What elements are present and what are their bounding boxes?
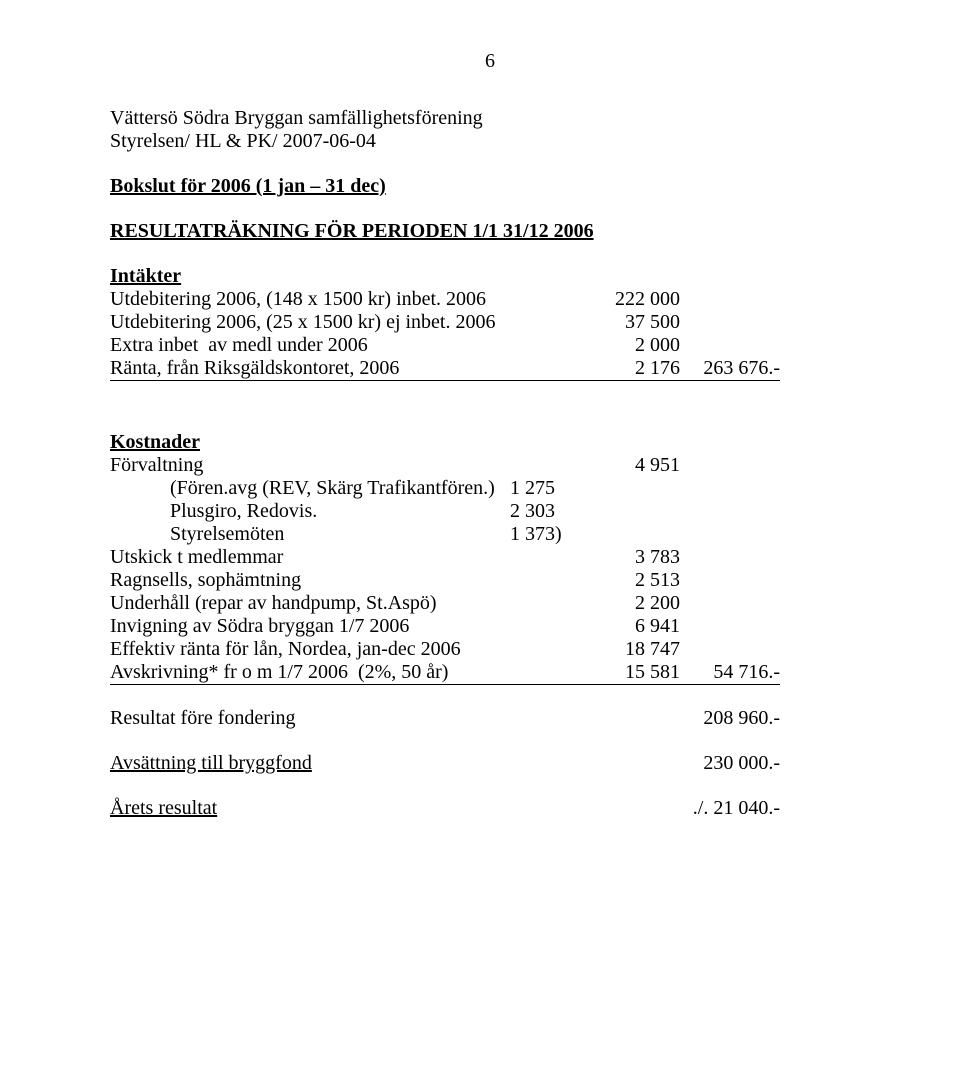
document-page: 6 Vättersö Södra Bryggan samfällighetsfö… <box>0 0 960 820</box>
cost-row: Utskick t medlemmar 3 783 <box>110 546 870 569</box>
cost-inner-row: (Fören.avg (REV, Skärg Trafikantfören.) … <box>110 477 870 500</box>
income-val2 <box>680 311 780 334</box>
header-line2: Styrelsen/ HL & PK/ 2007-06-04 <box>110 130 870 153</box>
cost-inner-label: (Fören.avg (REV, Skärg Trafikantfören.) <box>110 477 510 500</box>
cost-inner-label: Plusgiro, Redovis. <box>110 500 510 523</box>
cost-val1: 15 581 <box>570 661 680 685</box>
result-val: 230 000.- <box>703 752 780 775</box>
cost-inner-row: Styrelsemöten 1 373) <box>110 523 870 546</box>
costs-section: Kostnader Förvaltning 4 951 (Fören.avg (… <box>110 431 870 685</box>
cost-inner-label: Styrelsemöten <box>110 523 510 546</box>
cost-val1: 3 783 <box>570 546 680 569</box>
costs-heading: Kostnader <box>110 431 870 454</box>
cost-val1: 2 513 <box>570 569 680 592</box>
cost-val2 <box>680 454 780 477</box>
header-block: Vättersö Södra Bryggan samfällighetsföre… <box>110 107 870 153</box>
income-label: Utdebitering 2006, (25 x 1500 kr) ej inb… <box>110 311 570 334</box>
cost-row: Avskrivning* fr o m 1/7 2006 (2%, 50 år)… <box>110 661 870 685</box>
cost-val1: 2 200 <box>570 592 680 615</box>
income-section: Intäkter Utdebitering 2006, (148 x 1500 … <box>110 265 870 381</box>
cost-val2 <box>680 592 780 615</box>
cost-val2 <box>680 546 780 569</box>
result-label: Resultat före fondering <box>110 707 296 730</box>
income-row: Ränta, från Riksgäldskontoret, 2006 2 17… <box>110 357 870 381</box>
cost-label: Förvaltning <box>110 454 570 477</box>
cost-inner-val: 1 373) <box>510 523 680 546</box>
cost-val2: 54 716.- <box>680 661 780 685</box>
cost-val2 <box>680 569 780 592</box>
cost-label: Utskick t medlemmar <box>110 546 570 569</box>
result-row-arets: Årets resultat ./. 21 040.- <box>110 797 780 820</box>
income-heading: Intäkter <box>110 265 870 288</box>
result-val: ./. 21 040.- <box>693 797 780 820</box>
income-val1: 222 000 <box>570 288 680 311</box>
income-row: Utdebitering 2006, (25 x 1500 kr) ej inb… <box>110 311 870 334</box>
cost-row-forvaltning: Förvaltning 4 951 <box>110 454 870 477</box>
cost-inner-row: Plusgiro, Redovis. 2 303 <box>110 500 870 523</box>
cost-val2 <box>680 615 780 638</box>
income-row: Extra inbet av medl under 2006 2 000 <box>110 334 870 357</box>
cost-label: Invigning av Södra bryggan 1/7 2006 <box>110 615 570 638</box>
spacer <box>110 403 870 431</box>
income-label: Ränta, från Riksgäldskontoret, 2006 <box>110 357 570 381</box>
cost-row: Ragnsells, sophämtning 2 513 <box>110 569 870 592</box>
income-val1: 2 176 <box>570 357 680 381</box>
income-val2 <box>680 334 780 357</box>
result-row-avsattning: Avsättning till bryggfond 230 000.- <box>110 752 780 775</box>
cost-inner-val: 1 275 <box>510 477 680 500</box>
income-val1: 37 500 <box>570 311 680 334</box>
cost-row: Effektiv ränta för lån, Nordea, jan-dec … <box>110 638 870 661</box>
cost-label: Ragnsells, sophämtning <box>110 569 570 592</box>
cost-val1: 18 747 <box>570 638 680 661</box>
result-label: Årets resultat <box>110 797 217 820</box>
cost-row: Underhåll (repar av handpump, St.Aspö) 2… <box>110 592 870 615</box>
cost-label: Effektiv ränta för lån, Nordea, jan-dec … <box>110 638 570 661</box>
page-number: 6 <box>110 50 870 73</box>
cost-val1: 4 951 <box>570 454 680 477</box>
cost-label: Underhåll (repar av handpump, St.Aspö) <box>110 592 570 615</box>
income-label: Extra inbet av medl under 2006 <box>110 334 570 357</box>
cost-inner-val: 2 303 <box>510 500 680 523</box>
result-label: Avsättning till bryggfond <box>110 752 312 775</box>
result-val: 208 960.- <box>703 707 780 730</box>
header-org: Vättersö Södra Bryggan samfällighetsföre… <box>110 107 870 130</box>
income-row: Utdebitering 2006, (148 x 1500 kr) inbet… <box>110 288 870 311</box>
result-row-fondering: Resultat före fondering 208 960.- <box>110 707 780 730</box>
cost-val1: 6 941 <box>570 615 680 638</box>
income-val1: 2 000 <box>570 334 680 357</box>
income-val2: 263 676.- <box>680 357 780 381</box>
heading-resultatrakning: RESULTATRÄKNING FÖR PERIODEN 1/1 31/12 2… <box>110 220 870 243</box>
income-val2 <box>680 288 780 311</box>
cost-label: Avskrivning* fr o m 1/7 2006 (2%, 50 år) <box>110 661 570 685</box>
cost-row: Invigning av Södra bryggan 1/7 2006 6 94… <box>110 615 870 638</box>
cost-val2 <box>680 638 780 661</box>
title-bokslut: Bokslut för 2006 (1 jan – 31 dec) <box>110 175 870 198</box>
income-label: Utdebitering 2006, (148 x 1500 kr) inbet… <box>110 288 570 311</box>
